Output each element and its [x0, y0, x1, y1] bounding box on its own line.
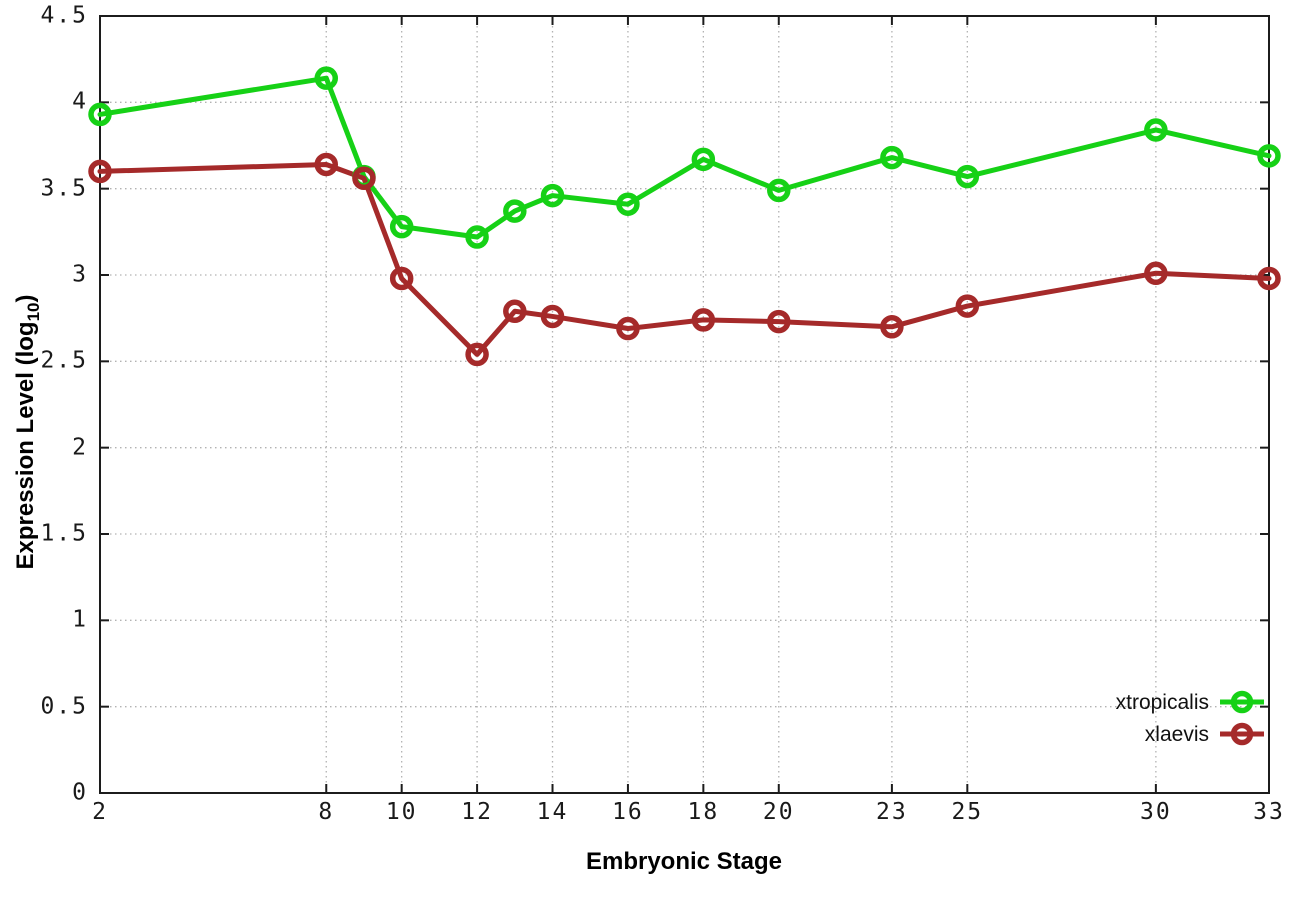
data-point-xtropicalis	[955, 164, 980, 189]
y-axis-title-end: )	[12, 294, 40, 303]
data-point-xlaevis	[465, 342, 489, 367]
y-axis-title: Expression Level (log10)	[12, 294, 43, 570]
legend-item-xtropicalis: xtropicalis	[1116, 688, 1266, 716]
data-point-xlaevis	[955, 294, 980, 318]
data-point-xlaevis	[540, 304, 565, 329]
data-point-xtropicalis	[503, 199, 527, 223]
y-tick-label: 4.5	[40, 2, 88, 29]
y-tick-label: 0.5	[40, 693, 88, 720]
y-tick-label: 2	[72, 434, 88, 461]
data-point-xtropicalis	[1144, 118, 1168, 142]
data-point-xlaevis	[88, 159, 112, 184]
data-point-xtropicalis	[616, 192, 640, 216]
data-point-xtropicalis	[767, 178, 791, 203]
y-tick-label: 2.5	[40, 347, 88, 374]
data-point-xlaevis	[389, 266, 414, 291]
legend: xtropicalis xlaevis	[1116, 688, 1266, 748]
data-point-xlaevis	[314, 152, 339, 177]
x-tick-label: 12	[461, 799, 493, 825]
y-tick-label: 3.5	[40, 175, 88, 202]
legend-marker-xlaevis-icon	[1220, 722, 1264, 746]
data-point-xlaevis	[767, 309, 791, 334]
data-point-xtropicalis	[88, 102, 112, 127]
y-tick-label: 4	[72, 88, 88, 115]
x-tick-label: 10	[385, 799, 418, 825]
y-tick-label: 1	[72, 606, 88, 633]
data-point-xtropicalis	[1257, 144, 1281, 168]
y-tick-label: 0	[72, 779, 88, 806]
data-point-xlaevis	[503, 299, 527, 324]
y-tick-label: 1.5	[40, 520, 88, 547]
plot-border	[99, 15, 1270, 794]
data-point-xlaevis	[1144, 261, 1168, 286]
y-axis-title-subscript: 10	[23, 302, 43, 322]
data-point-xtropicalis	[314, 66, 339, 90]
series-line-xlaevis	[97, 161, 1272, 357]
data-point-xlaevis	[691, 308, 716, 332]
legend-label: xlaevis	[1144, 722, 1209, 746]
x-tick-label: 16	[612, 799, 644, 825]
data-point-xlaevis	[880, 315, 904, 339]
x-tick-label: 30	[1140, 799, 1172, 825]
x-tick-label: 25	[951, 799, 984, 825]
x-tick-label: 14	[536, 799, 569, 825]
legend-label: xtropicalis	[1115, 690, 1209, 714]
data-point-xtropicalis	[389, 214, 414, 239]
y-axis-title-main: Expression Level (log	[12, 321, 40, 570]
legend-item-xlaevis: xlaevis	[1145, 720, 1266, 748]
x-tick-label: 33	[1253, 799, 1285, 825]
data-point-xtropicalis	[691, 147, 716, 172]
x-tick-label: 2	[92, 799, 108, 825]
data-point-xtropicalis	[540, 183, 565, 208]
data-point-xtropicalis	[465, 225, 489, 249]
x-tick-label: 23	[876, 799, 908, 825]
x-axis-title: Embryonic Stage	[585, 848, 783, 875]
legend-marker-xtropicalis-icon	[1220, 690, 1264, 714]
data-point-xlaevis	[352, 166, 376, 191]
data-point-xlaevis	[1257, 266, 1281, 291]
x-tick-label: 8	[318, 799, 335, 825]
data-point-xtropicalis	[880, 145, 904, 170]
x-tick-label: 18	[687, 799, 720, 825]
data-point-xlaevis	[616, 316, 640, 341]
x-tick-label: 20	[762, 799, 795, 825]
y-tick-label: 3	[72, 261, 88, 288]
